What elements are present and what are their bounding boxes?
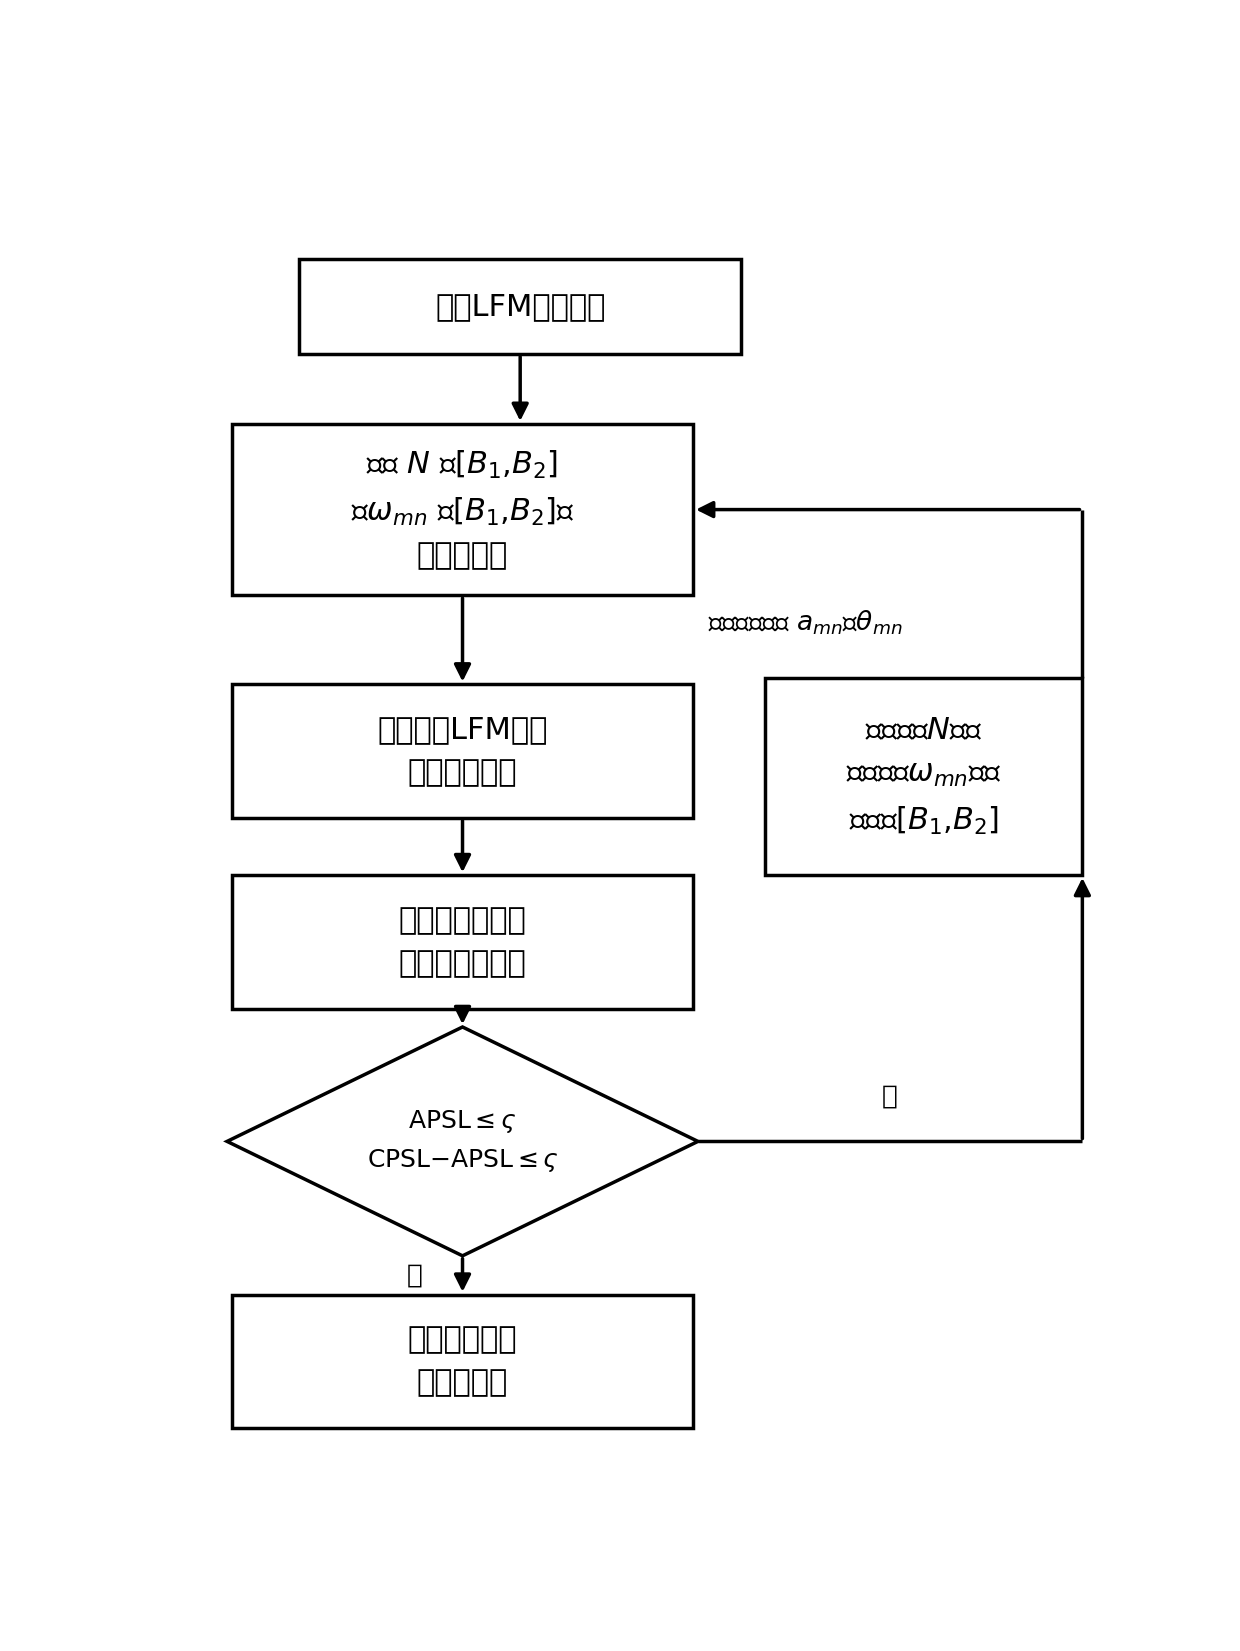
Text: 产生随机参数 $a_{mn}$，$\theta_{mn}$: 产生随机参数 $a_{mn}$，$\theta_{mn}$ xyxy=(708,609,901,637)
Bar xyxy=(765,679,1083,875)
Text: APSL$\leq$$\varsigma$
CPSL$-$APSL$\leq$$\varsigma$: APSL$\leq$$\varsigma$ CPSL$-$APSL$\leq$$… xyxy=(367,1108,558,1174)
Bar xyxy=(232,424,693,596)
Text: 是: 是 xyxy=(407,1263,423,1288)
Text: 否: 否 xyxy=(882,1083,898,1109)
Text: 计算信号库中各
信号的相关特性: 计算信号库中各 信号的相关特性 xyxy=(398,906,527,977)
Bar xyxy=(232,875,693,1009)
Text: 确定LFM基准信号: 确定LFM基准信号 xyxy=(435,292,605,320)
Text: 选定 $N$ 和[$B_1$,$B_2$]
则$\omega_{mn}$ 在[$B_1$,$B_2$]内
等间隔取值: 选定 $N$ 和[$B_1$,$B_2$] 则$\omega_{mn}$ 在[$… xyxy=(351,449,574,571)
Bar xyxy=(299,259,742,353)
Polygon shape xyxy=(227,1027,698,1256)
Bar xyxy=(232,1294,693,1428)
Text: 参数选择合适
输出信号库: 参数选择合适 输出信号库 xyxy=(408,1326,517,1397)
Text: 建立基于LFM相位
调制的波形库: 建立基于LFM相位 调制的波形库 xyxy=(377,715,548,788)
Bar xyxy=(232,685,693,817)
Text: 调整参数$N$的取
值与参数$\omega_{mn}$的频
带范围[$B_1$,$B_2$]: 调整参数$N$的取 值与参数$\omega_{mn}$的频 带范围[$B_1$,… xyxy=(846,717,1002,837)
